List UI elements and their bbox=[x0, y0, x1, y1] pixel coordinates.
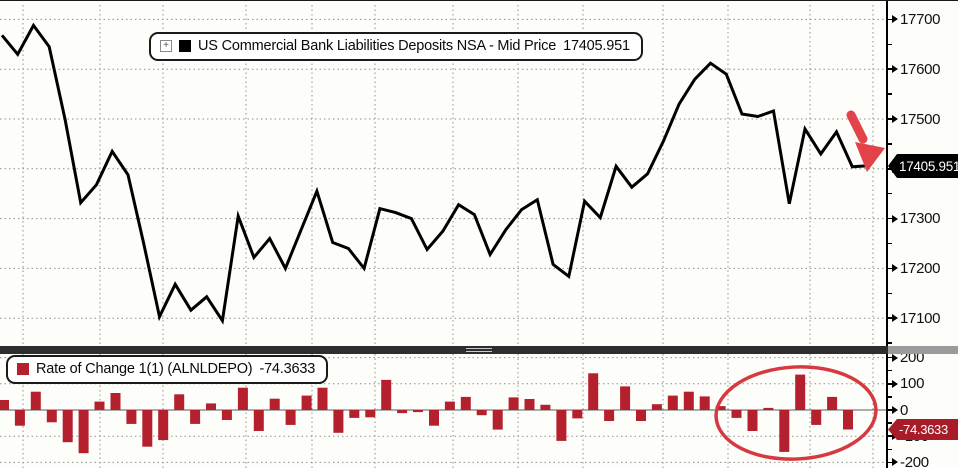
tick-arrow-icon bbox=[892, 15, 898, 23]
tick-line bbox=[888, 143, 892, 145]
tick-arrow-icon bbox=[892, 354, 898, 362]
roc-legend-value: -74.3633 bbox=[259, 361, 315, 377]
roc-legend[interactable]: Rate of Change 1(1) (ALNLDEPO) -74.3633 bbox=[6, 355, 328, 384]
tick-arrow-icon bbox=[892, 65, 898, 73]
tick-line bbox=[888, 93, 892, 95]
tick-line bbox=[888, 193, 892, 195]
tick-arrow-icon bbox=[892, 406, 898, 414]
tick-arrow-icon bbox=[892, 380, 898, 388]
last-price-badge: 17405.951 bbox=[888, 154, 958, 178]
y-axis-tick-major: 17300 bbox=[888, 214, 940, 223]
y-axis-tick-minor bbox=[888, 139, 892, 148]
y-axis-tick-minor bbox=[888, 90, 892, 99]
tick-label: 100 bbox=[900, 376, 924, 391]
plus-glyph: + bbox=[163, 41, 169, 51]
roc-series-swatch bbox=[17, 363, 29, 375]
y-axis-tick-major: 100 bbox=[888, 379, 924, 388]
y-axis-tick-minor bbox=[888, 40, 892, 49]
tick-label: 17100 bbox=[900, 311, 940, 326]
y-axis-tick-major: 17700 bbox=[888, 15, 940, 24]
y-axis-tick-major: 17100 bbox=[888, 314, 940, 323]
roc-legend-label: Rate of Change 1(1) (ALNLDEPO) bbox=[36, 361, 252, 377]
tick-arrow-icon bbox=[892, 264, 898, 272]
y-axis-tick-minor bbox=[888, 239, 892, 248]
tick-line bbox=[888, 243, 892, 245]
tick-line bbox=[888, 396, 892, 398]
bloomberg-chart-window: 1770017600175001740017300172001710020010… bbox=[0, 0, 958, 468]
y-axis-tick-major: 17500 bbox=[888, 115, 940, 124]
y-axis-tick-major: 0 bbox=[888, 406, 908, 415]
tick-label: 17700 bbox=[900, 12, 940, 27]
tick-line bbox=[888, 342, 892, 344]
tick-label: 17500 bbox=[900, 112, 940, 127]
price-series-swatch bbox=[179, 40, 191, 52]
y-axis-tick-minor bbox=[888, 445, 892, 454]
tick-label: -200 bbox=[900, 455, 929, 468]
y-axis-tick-major: 17600 bbox=[888, 65, 940, 74]
y-axis-tick-minor bbox=[888, 289, 892, 298]
tick-line bbox=[888, 449, 892, 451]
panel-divider[interactable] bbox=[0, 346, 958, 354]
tick-label: 0 bbox=[900, 403, 908, 418]
y-axis-tick-major: 200 bbox=[888, 353, 924, 362]
price-legend[interactable]: + US Commercial Bank Liabilities Deposit… bbox=[149, 32, 643, 61]
y-axis-tick-major: 17200 bbox=[888, 264, 940, 273]
tick-line bbox=[888, 293, 892, 295]
tick-label: 17300 bbox=[900, 211, 940, 226]
price-legend-label: US Commercial Bank Liabilities Deposits … bbox=[198, 38, 556, 54]
tick-arrow-icon bbox=[892, 215, 898, 223]
y-axis-tick-minor bbox=[888, 392, 892, 401]
tick-line bbox=[888, 422, 892, 424]
tick-line bbox=[888, 44, 892, 46]
y-axis-strip: 1770017600175001740017300172001710020010… bbox=[886, 1, 958, 468]
price-legend-value: 17405.951 bbox=[563, 38, 630, 54]
y-axis-tick-major: -200 bbox=[888, 458, 929, 467]
last-roc-badge: -74.3633 bbox=[888, 419, 958, 440]
tick-line bbox=[888, 370, 892, 372]
y-axis-tick-minor bbox=[888, 189, 892, 198]
tick-label: 17600 bbox=[900, 62, 940, 77]
divider-grip-icon[interactable] bbox=[466, 348, 492, 353]
tick-arrow-icon bbox=[892, 115, 898, 123]
tick-arrow-icon bbox=[892, 458, 898, 466]
expand-icon[interactable]: + bbox=[160, 40, 172, 52]
tick-label: 17200 bbox=[900, 261, 940, 276]
tick-arrow-icon bbox=[892, 314, 898, 322]
y-axis-tick-minor bbox=[888, 366, 892, 375]
